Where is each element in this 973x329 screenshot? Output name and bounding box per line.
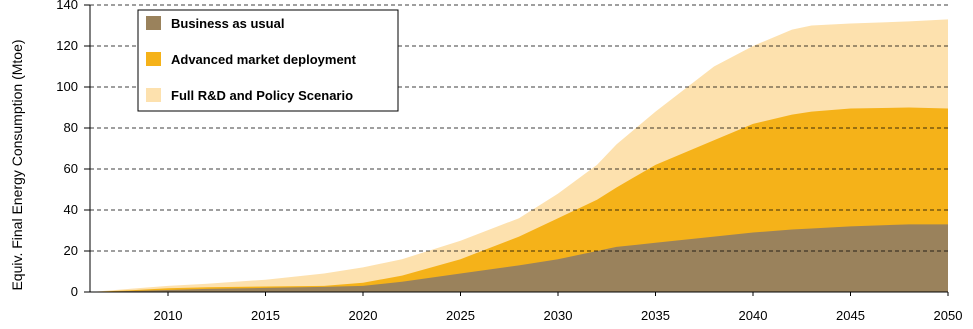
legend-label: Advanced market deployment (171, 52, 357, 67)
axes (84, 4, 949, 296)
legend: Business as usual Advanced market deploym… (137, 9, 399, 112)
y-tick-label: 120 (56, 38, 78, 53)
x-tick-label: 2025 (446, 308, 475, 323)
y-tick-label: 140 (56, 0, 78, 12)
x-tick-label: 2030 (544, 308, 573, 323)
legend-swatch (146, 88, 161, 102)
y-tick-label: 100 (56, 79, 78, 94)
y-tick-label: 20 (64, 243, 78, 258)
y-axis-title: Equiv. Final Energy Consumption (Mtoe) (9, 39, 25, 290)
y-tick-label: 80 (64, 120, 78, 135)
y-tick-label: 40 (64, 202, 78, 217)
legend-label: Full R&D and Policy Scenario (171, 88, 353, 103)
series-area-business-as-usual (90, 224, 948, 292)
legend-swatch (146, 52, 161, 66)
y-tick-label: 60 (64, 161, 78, 176)
x-tick-label: 2040 (739, 308, 768, 323)
x-tick-label: 2010 (154, 308, 183, 323)
x-tick-label: 2035 (641, 308, 670, 323)
legend-swatch (146, 16, 161, 30)
y-tick-label: 0 (71, 284, 78, 299)
x-tick-label: 2015 (251, 308, 280, 323)
legend-box (137, 9, 399, 112)
legend-label: Business as usual (171, 16, 284, 31)
x-tick-label: 2050 (934, 308, 963, 323)
x-tick-label: 2020 (349, 308, 378, 323)
series-areas (90, 19, 948, 292)
x-tick-label: 2045 (836, 308, 865, 323)
